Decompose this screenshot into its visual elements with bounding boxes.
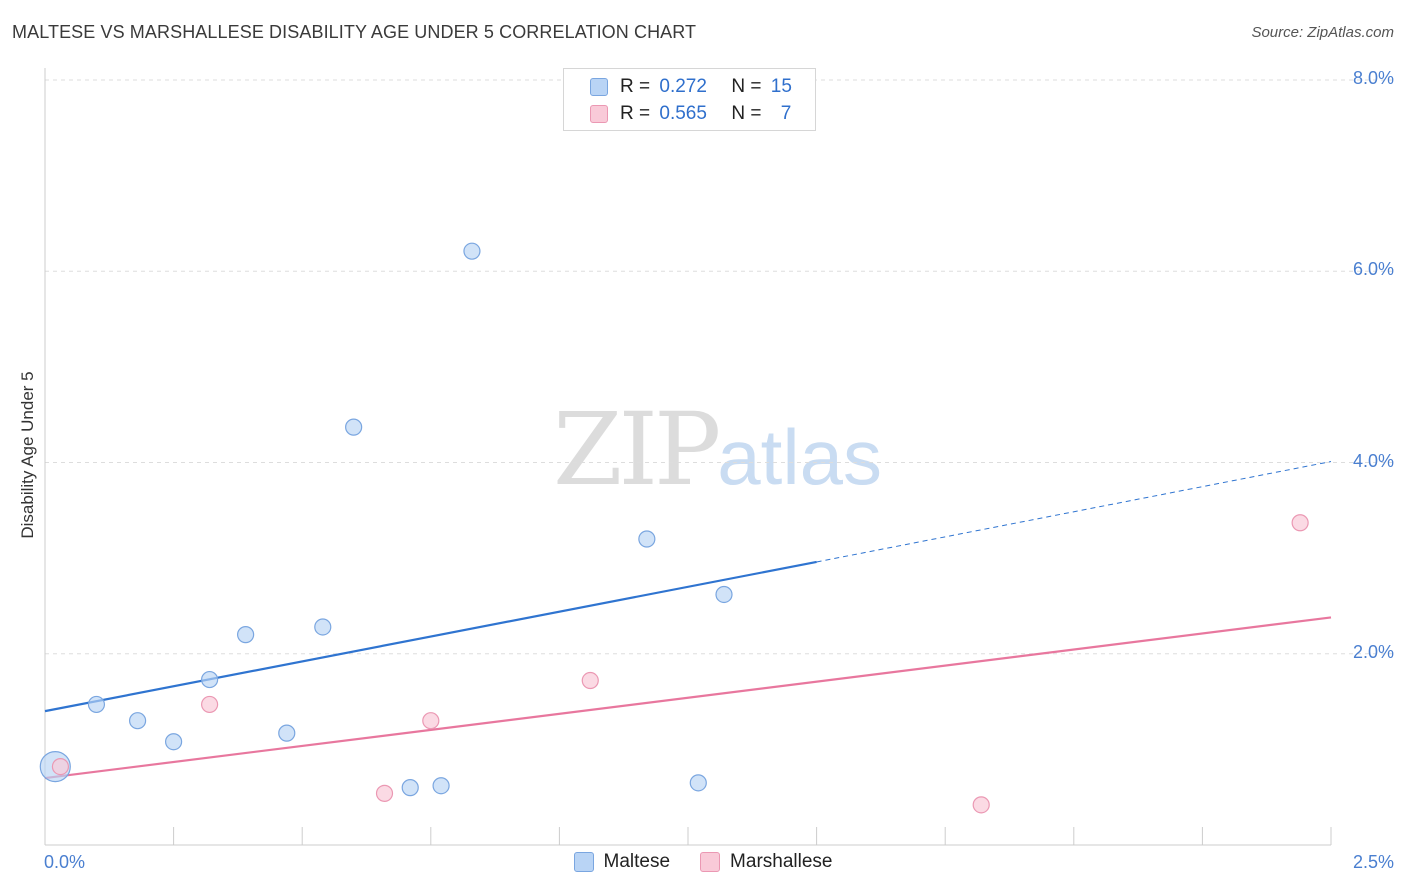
marshallese-point-1 [201,695,219,714]
y-tick-label-0: 2.0% [1352,641,1394,662]
maltese-legend-swatch [573,852,594,872]
maltese-legend-label: Maltese [603,851,671,872]
x-tick-label-min: 0.0% [44,852,86,872]
correlation-legend: R = 0.272 N = 15 R = 0.565 N = 7 [563,68,816,131]
maltese-point-8 [345,418,363,436]
y-axis-label: Disability Age Under 5 [18,371,37,539]
y-tick-label-2: 6.0% [1352,259,1394,280]
series-legend: Maltese Marshallese [0,851,1406,873]
legend-item-maltese[interactable]: Maltese [573,851,671,873]
n-label: N = [731,103,762,124]
marshallese-point-0 [51,757,70,776]
r-label: R = [620,76,651,97]
watermark-atlas: atlas [717,413,883,501]
marshallese-r-value: 0.565 [659,103,707,124]
maltese-n-value: 15 [770,76,792,97]
chart-title: MALTESE VS MARSHALLESE DISABILITY AGE UN… [12,22,697,42]
maltese-point-1 [87,695,106,714]
maltese-point-3 [165,733,183,751]
marshallese-point-5 [972,796,990,814]
marshallese-point-2 [375,784,394,802]
maltese-point-13 [689,774,707,792]
watermark: ZIPatlas [553,400,882,500]
maltese-point-12 [638,530,656,548]
marshallese-n-value: 7 [780,103,792,124]
marshallese-point-4 [581,671,599,690]
maltese-point-11 [463,242,481,260]
watermark-zip: ZIP [553,391,721,508]
maltese-trend-extension [816,461,1332,563]
maltese-point-5 [237,626,255,644]
maltese-point-2 [128,712,147,730]
marshallese-legend-swatch [700,852,721,872]
maltese-swatch [590,78,608,96]
maltese-point-4 [201,670,219,689]
maltese-point-14 [715,585,733,604]
marshallese-swatch [590,105,608,123]
maltese-trend-line [44,560,817,713]
maltese-r-value: 0.272 [659,76,707,97]
legend-row-maltese: R = 0.272 N = 15 [590,75,792,99]
x-tick-label-max: 2.5% [1352,852,1394,872]
marshallese-point-3 [422,712,440,730]
maltese-point-6 [278,724,296,742]
source-label: Source: ZipAtlas.com [1251,24,1394,41]
legend-item-marshallese[interactable]: Marshallese [700,851,832,873]
n-label: N = [731,76,762,97]
legend-row-marshallese: R = 0.565 N = 7 [590,102,791,126]
maltese-point-7 [314,618,332,636]
r-label: R = [620,103,651,124]
marshallese-legend-label: Marshallese [730,851,833,872]
marshallese-point-6 [1291,514,1309,532]
maltese-point-9 [401,779,419,797]
marshallese-trend-line [44,616,1332,780]
maltese-point-10 [432,777,450,795]
y-tick-label-1: 4.0% [1352,450,1394,471]
y-tick-label-3: 8.0% [1352,68,1394,88]
